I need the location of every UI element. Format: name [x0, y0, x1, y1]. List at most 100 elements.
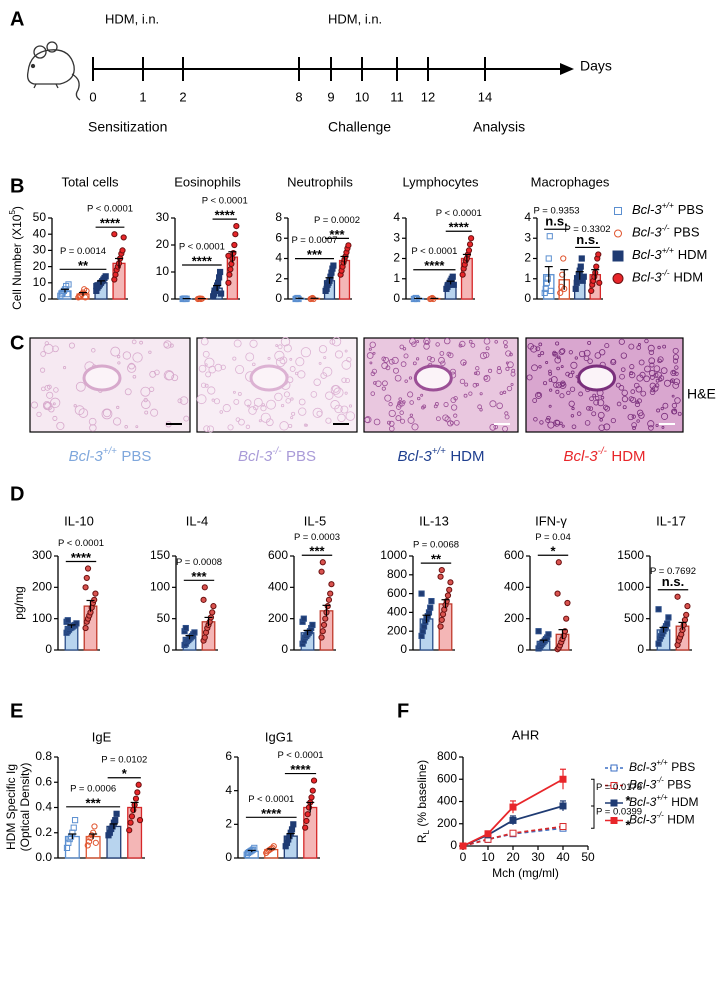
tissue-cell: [621, 389, 628, 397]
data-point: [674, 593, 681, 600]
tissue-cell: [295, 357, 305, 367]
airway: [413, 364, 453, 392]
data-point: [684, 603, 691, 610]
tissue-cell: [653, 365, 661, 373]
tissue-cell: [91, 348, 96, 353]
tissue-cell: [289, 357, 293, 361]
tissue-cell: [245, 352, 255, 362]
chart-title: IL-10: [64, 513, 94, 528]
data-point: [225, 279, 232, 286]
tissue-cell: [527, 343, 535, 350]
tissue-cell: [179, 396, 189, 405]
tissue-cell: [507, 361, 514, 369]
tissue-cell: [506, 385, 513, 392]
legend-label: Bcl-3+/+ HDM: [629, 793, 699, 809]
tissue-cell: [366, 352, 374, 359]
tissue-cell: [265, 418, 274, 427]
data-point: [465, 247, 473, 254]
data-point: [65, 839, 72, 846]
p-value: P < 0.0001: [202, 196, 248, 207]
tissue-cell: [559, 381, 567, 389]
tissue-cell: [30, 401, 38, 409]
tissue-cell: [399, 410, 404, 415]
x-tick-label: 20: [506, 850, 520, 864]
data-point: [572, 285, 579, 292]
tissue-cell: [369, 361, 373, 365]
data-point: [303, 817, 310, 825]
data-point: [595, 251, 602, 258]
y-tick-label: 100: [150, 580, 170, 594]
tissue-cell: [384, 394, 392, 402]
data-point: [578, 255, 585, 262]
y-tick-label: 1500: [617, 548, 644, 562]
tissue-cell: [650, 387, 656, 393]
data-point: [308, 794, 315, 801]
data-point: [484, 830, 492, 838]
tissue-cell: [674, 371, 679, 376]
tissue-cell: [334, 404, 343, 414]
data-point: [201, 634, 208, 641]
data-point: [559, 775, 567, 783]
timeline-phase: Challenge: [328, 119, 391, 135]
tissue-cell: [620, 367, 626, 372]
chart-title: IgE: [92, 729, 112, 744]
data-point: [83, 287, 90, 294]
tissue-cell: [499, 391, 504, 395]
p-value: P = 0.0002: [314, 215, 360, 226]
p-value: P = 0.0014: [60, 246, 106, 257]
tissue-cell: [370, 391, 376, 396]
comparison-bracket: [591, 778, 595, 807]
tissue-cell: [323, 356, 327, 360]
tissue-cell: [381, 386, 386, 391]
tissue-cell: [672, 347, 679, 354]
tissue-cell: [571, 424, 577, 430]
tissue-cell: [200, 382, 207, 388]
significance: ****: [261, 806, 282, 821]
tissue-cell: [219, 410, 223, 414]
tissue-cell: [400, 361, 407, 368]
gene: Bcl-3: [629, 778, 657, 792]
y-tick-label: 200: [268, 611, 288, 625]
y-tick-label: 400: [268, 580, 288, 594]
timeline-event: HDM, i.n.: [105, 11, 159, 26]
significance: **: [431, 552, 442, 567]
tissue-cell: [628, 396, 634, 402]
tissue-cell: [148, 386, 155, 392]
tissue-cell: [383, 356, 389, 363]
data-point: [559, 802, 567, 810]
tissue-cell: [526, 374, 533, 381]
tissue-cell: [412, 361, 417, 366]
tissue-cell: [198, 364, 207, 373]
tissue-cell: [629, 371, 634, 376]
tissue-cell: [656, 408, 661, 413]
series-line: [462, 778, 564, 847]
y-tick-label: 1: [393, 271, 400, 285]
tissue-cell: [649, 382, 656, 389]
tissue-cell: [297, 370, 306, 379]
tissue-cell: [261, 403, 265, 407]
data-point: [201, 584, 208, 591]
treatment: HDM: [678, 247, 708, 262]
tissue-cell: [169, 343, 174, 348]
data-point: [290, 821, 297, 828]
tissue-cell: [610, 417, 616, 424]
tissue-cell: [504, 344, 508, 349]
data-point: [325, 596, 333, 603]
data-point: [132, 795, 140, 802]
image-caption: Bcl-3-/- PBS: [238, 446, 316, 465]
tissue-cell: [88, 417, 97, 426]
data-point: [112, 817, 119, 824]
tissue-cell: [149, 370, 157, 378]
tissue-cell: [127, 363, 137, 373]
gene: Bcl-3: [632, 270, 662, 285]
tissue-cell: [434, 402, 439, 406]
tissue-cell: [163, 370, 175, 381]
tissue-cell: [280, 403, 285, 408]
tissue-cell: [470, 343, 476, 348]
tissue-cell: [548, 404, 552, 408]
data-point: [555, 559, 562, 566]
y-tick-label: 400: [387, 605, 407, 619]
tissue-cell: [657, 345, 661, 350]
data-point: [318, 568, 325, 575]
tissue-cell: [618, 385, 625, 391]
